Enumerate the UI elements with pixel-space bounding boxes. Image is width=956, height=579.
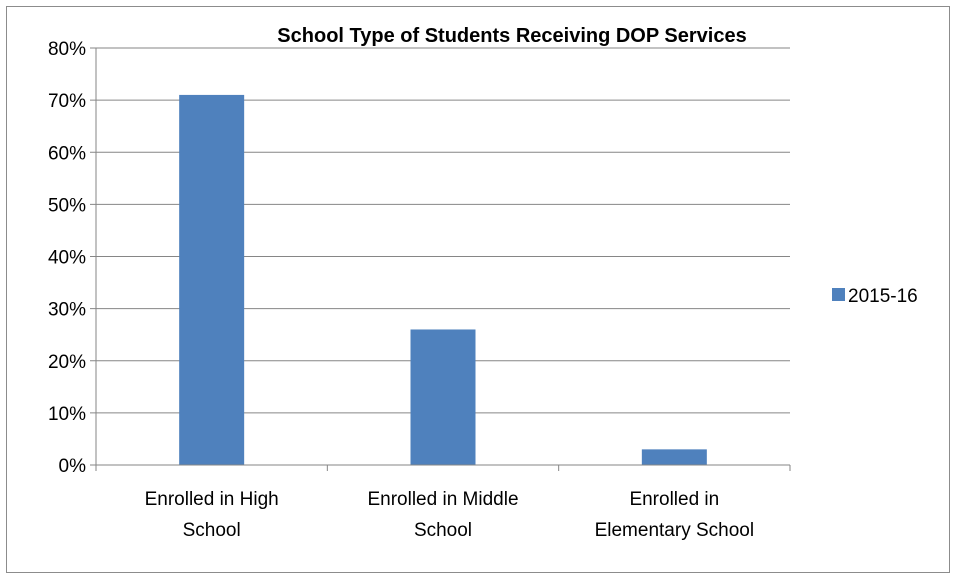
- y-tick-label: 30%: [48, 300, 86, 321]
- y-tick-label: 50%: [48, 195, 86, 216]
- x-category-label: School: [183, 520, 241, 541]
- y-tick-label: 40%: [48, 248, 86, 269]
- legend-label: 2015-16: [848, 286, 918, 307]
- bar: [410, 329, 476, 465]
- bar: [641, 449, 707, 465]
- y-tick-label: 80%: [48, 39, 86, 60]
- axes: [90, 47, 791, 471]
- bar-series: [179, 94, 707, 465]
- y-tick-label: 0%: [59, 456, 87, 477]
- x-category-label: Enrolled in: [629, 489, 719, 510]
- y-tick-labels: 0% 10% 20% 30% 40% 50% 60% 70% 80%: [48, 39, 86, 477]
- x-category-label: School: [414, 520, 472, 541]
- y-tick-label: 20%: [48, 352, 86, 373]
- y-tick-label: 60%: [48, 143, 86, 164]
- x-category-label: Elementary School: [595, 520, 754, 541]
- x-category-labels: Enrolled in High School Enrolled in Middle…: [145, 489, 754, 541]
- legend-swatch: [832, 288, 845, 301]
- x-category-label: Enrolled in Middle: [367, 489, 518, 510]
- y-tick-label: 10%: [48, 404, 86, 425]
- bar: [179, 94, 245, 465]
- x-category-label: Enrolled in High: [145, 489, 279, 510]
- legend: 2015-16: [832, 286, 918, 307]
- y-tick-label: 70%: [48, 91, 86, 112]
- chart-title: School Type of Students Receiving DOP Se…: [277, 25, 746, 47]
